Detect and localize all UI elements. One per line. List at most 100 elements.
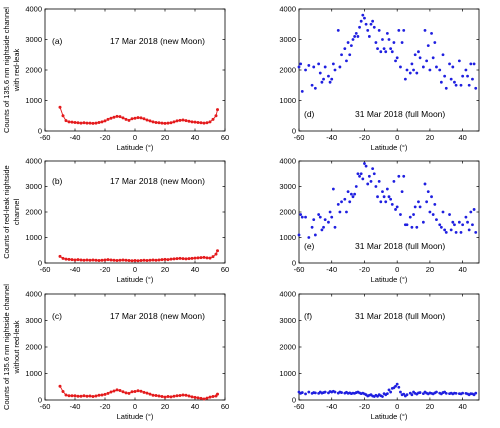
panel-e-data-point	[464, 215, 468, 219]
panel-d-x-tick-label: -40	[326, 133, 337, 142]
panel-b-x-tick-label: 60	[221, 265, 229, 274]
panel-c-data-point	[100, 393, 104, 397]
panel-d-data-point	[366, 28, 370, 32]
panel-d-data-point	[320, 80, 324, 84]
panel-d-data-point	[471, 77, 474, 81]
panel-d-x-tick-label: -20	[359, 133, 370, 142]
panel-c-data-point	[79, 394, 83, 398]
panel-e-data-point	[400, 190, 404, 194]
panel-d-y-tick-label: 0	[292, 127, 296, 136]
panel-e-data-point	[327, 220, 330, 224]
panel-b-data-point	[175, 257, 179, 261]
panel-e-data-point	[438, 223, 442, 227]
panel-d-data-point	[379, 50, 383, 54]
panel-b-data-point	[100, 258, 104, 262]
panel-d-data-point	[449, 77, 453, 81]
panel-c-x-tick-label: 60	[221, 402, 229, 411]
panel-a-x-tick-label: -40	[70, 133, 81, 142]
panel-a-data-point	[196, 120, 200, 124]
panel-d-data-point	[345, 59, 348, 63]
panel-c-data-point	[121, 390, 125, 394]
panel-d-data-point	[453, 80, 456, 84]
panel-d-data-point	[417, 50, 420, 54]
panel-a-y-tick-label: 3000	[25, 35, 42, 44]
panel-a-data-point	[136, 116, 140, 120]
panel-c-y-tick-label: 1000	[25, 369, 42, 378]
panel-b-data-point	[178, 256, 182, 260]
panel-f-data-point	[323, 390, 327, 394]
panel-e-data-point	[330, 215, 334, 219]
panel-d-data-point	[307, 64, 311, 67]
panel-d-data-point	[443, 74, 447, 78]
panel-d-data-point	[389, 47, 393, 51]
panel-d-data-point	[425, 59, 429, 63]
panel-e-data-point	[348, 200, 352, 204]
panel-c-data-point	[205, 396, 209, 400]
panel-e-x-tick-label: -40	[326, 265, 337, 274]
panel-a-data-point	[130, 117, 134, 121]
panel-f-data-point	[410, 393, 414, 397]
panel-b-y-tick-label: 2000	[25, 208, 42, 217]
panel-d-data-point	[441, 53, 445, 57]
panel-d-data-point	[377, 28, 381, 32]
panel-e-data-point	[439, 225, 443, 229]
panel-f-data-point	[402, 392, 406, 396]
panel-a-data-point	[70, 120, 74, 124]
panel-e-x-tick-label: -60	[294, 265, 305, 274]
panel-a-x-tick-label: -20	[100, 133, 111, 142]
panel-e-data-point	[297, 233, 301, 237]
panel-d-data-point	[361, 13, 365, 17]
panel-c-x-tick-label: -40	[70, 402, 81, 411]
panel-e-data-point	[413, 205, 417, 209]
panel-e-x-tick-label: 20	[426, 265, 434, 274]
panel-e-data-point	[318, 215, 322, 219]
panel-c-data-point	[115, 388, 119, 392]
panel-d-data-point	[310, 83, 314, 87]
panel-a-data-point	[121, 116, 125, 120]
panel-a-data-point	[193, 120, 197, 124]
panel-a-y-axis-title-line: Counts of 135.6 nm nightside channel	[2, 7, 11, 133]
panel-d-data-point	[390, 50, 394, 54]
panel-e-data-point	[417, 200, 420, 204]
panel-b-data-point	[160, 258, 164, 262]
panel-d-data-point	[367, 35, 371, 38]
panel-f-data-point	[387, 388, 391, 392]
panel-d-data-point	[354, 32, 358, 35]
panel-e-data-point	[430, 195, 433, 199]
panel-c-x-tick-label: 20	[161, 402, 169, 411]
panel-d-data-point	[376, 47, 379, 51]
panel-f-data-point	[307, 390, 311, 394]
panel-e-data-point	[376, 195, 379, 199]
panel-a-data-point	[85, 121, 89, 125]
panel-e-data-point	[425, 200, 429, 204]
panel-d-data-point	[323, 65, 327, 69]
panel-c-data-point	[112, 389, 116, 393]
panel-e-data-point	[361, 177, 365, 181]
panel-c-x-tick-label: 40	[191, 402, 199, 411]
panel-b-data-point	[76, 258, 80, 262]
panel-e-data-point	[313, 233, 317, 237]
panel-c-data-point	[157, 394, 161, 398]
panel-a-data-point	[94, 121, 98, 125]
panel-c-data-point	[142, 390, 146, 394]
panel-d-data-point	[384, 50, 388, 54]
panel-d-data-point	[385, 32, 389, 35]
panel-b-data-point	[118, 258, 122, 262]
panel-e-data-point	[433, 202, 437, 206]
panel-b: -60 -40 -20 0 20 40 60 0 1000 2000 3000 4000 Latitud…	[2, 157, 229, 284]
panel-e-data-point	[457, 220, 461, 224]
panel-b-data-point	[124, 258, 128, 262]
panel-c-data-point	[196, 396, 200, 400]
panel-b-data-point	[163, 257, 167, 261]
panel-f-x-tick-label: -20	[359, 402, 370, 411]
panel-b-data-point	[106, 258, 110, 262]
panel-f-data-point	[395, 382, 399, 386]
panel-c-data-point	[187, 394, 191, 398]
panel-c-data-point	[211, 395, 215, 399]
panel-e-data-point	[471, 223, 474, 227]
panel-a-y-tick-label: 0	[38, 127, 42, 136]
panel-e-data-point	[369, 180, 373, 183]
panel-e-data-point	[333, 225, 337, 229]
panel-e-data-point	[459, 231, 463, 234]
panel-c-x-tick-label: 0	[133, 402, 137, 411]
